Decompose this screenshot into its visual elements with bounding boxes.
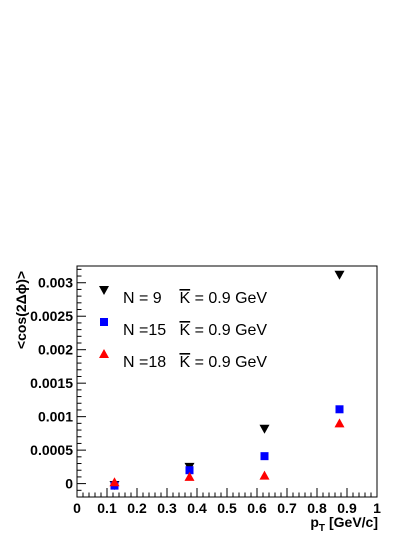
data-point-series-1: [334, 270, 345, 280]
data-point-series-1: [259, 424, 270, 434]
legend-entry-series-3: N =18 K = 0.9 GeV: [123, 354, 267, 371]
data-point-series-3: [184, 471, 195, 481]
x-tick-label: 0: [73, 500, 81, 516]
x-axis-title-main: p: [310, 514, 319, 530]
data-point-series-3: [259, 470, 270, 480]
y-tick-label: 0.002: [38, 342, 73, 358]
x-axis-title-unit: [GeV/c]: [329, 514, 378, 530]
legend-marker-series-3: [99, 349, 109, 358]
y-tick-label: 0.003: [38, 275, 73, 291]
x-tick-label: 0.3: [157, 500, 177, 516]
x-tick-label: 0.7: [277, 500, 297, 516]
x-tick-label: 0.2: [127, 500, 147, 516]
y-tick-label: 0.0025: [30, 308, 73, 324]
data-point-series-2: [335, 405, 344, 414]
y-tick-label: 0.001: [38, 409, 73, 425]
x-tick-label: 0.4: [187, 500, 207, 516]
x-tick-label: 1: [373, 500, 381, 516]
y-tick-label: 0: [65, 476, 73, 492]
legend-marker-series-2: [100, 318, 108, 326]
data-point-series-3: [109, 477, 120, 487]
y-axis-title: <cos(2Δϕ)>: [13, 271, 29, 349]
x-tick-label: 0.6: [247, 500, 267, 516]
legend-entry-series-1: N = 9 K = 0.9 GeV: [123, 290, 267, 307]
y-tick-label: 0.0005: [30, 442, 73, 458]
x-tick-label: 0.9: [337, 500, 357, 516]
x-tick-label: 0.8: [307, 500, 327, 516]
legend-marker-series-1: [99, 286, 109, 295]
x-axis-title-subscript: T: [319, 523, 325, 534]
legend-entry-series-2: N =15 K = 0.9 GeV: [123, 322, 267, 339]
data-point-series-2: [185, 466, 194, 475]
data-point-series-2: [260, 452, 269, 461]
data-point-series-3: [334, 418, 345, 428]
x-axis-title: pT [GeV/c]: [310, 514, 378, 534]
x-tick-label: 0.5: [217, 500, 237, 516]
y-tick-label: 0.0015: [30, 375, 73, 391]
x-tick-label: 0.1: [97, 500, 117, 516]
